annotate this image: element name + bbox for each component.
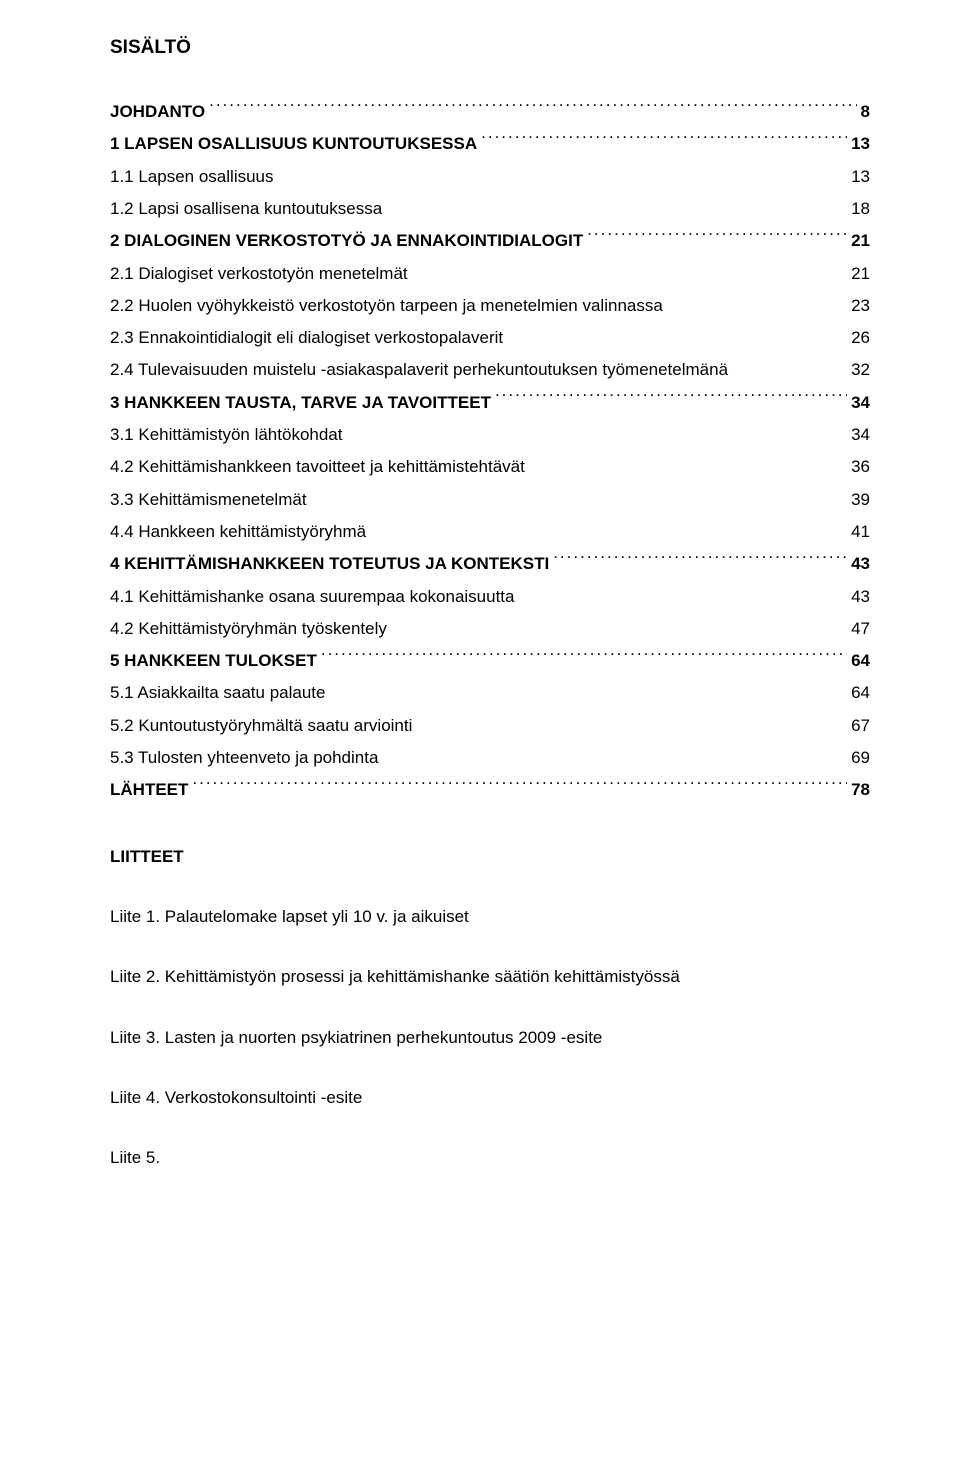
toc-entry-text: JOHDANTO	[110, 96, 205, 128]
toc-entry-page: 18	[851, 193, 870, 225]
toc-entry-text: 5 HANKKEEN TULOKSET	[110, 645, 317, 677]
attachment-line: Liite 4. Verkostokonsultointi -esite	[110, 1082, 870, 1114]
toc-row: 2.2 Huolen vyöhykkeistö verkostotyön tar…	[110, 290, 870, 322]
attachment-line: Liite 2. Kehittämistyön prosessi ja kehi…	[110, 961, 870, 993]
toc-entry-page: 26	[851, 322, 870, 354]
toc-entry-page: 13	[851, 161, 870, 193]
toc-entry-text: 3 HANKKEEN TAUSTA, TARVE JA TAVOITTEET	[110, 387, 491, 419]
toc-row: 2 DIALOGINEN VERKOSTOTYÖ JA ENNAKOINTIDI…	[110, 225, 870, 257]
toc-entry-page: 47	[851, 613, 870, 645]
toc-row: 5.2 Kuntoutustyöryhmältä saatu arviointi…	[110, 710, 870, 742]
toc-entry-page: 64	[851, 677, 870, 709]
toc-row: 4 KEHITTÄMISHANKKEEN TOTEUTUS JA KONTEKS…	[110, 548, 870, 580]
toc-row: 5 HANKKEEN TULOKSET 64	[110, 645, 870, 677]
toc-entry-text: 4.1 Kehittämishanke osana suurempaa koko…	[110, 581, 514, 613]
toc-row: 4.2 Kehittämistyöryhmän työskentely 47	[110, 613, 870, 645]
toc-entry-text: 2 DIALOGINEN VERKOSTOTYÖ JA ENNAKOINTIDI…	[110, 225, 583, 257]
toc-entry-text: 5.3 Tulosten yhteenveto ja pohdinta	[110, 742, 378, 774]
toc-entry-text: 5.2 Kuntoutustyöryhmältä saatu arviointi	[110, 710, 412, 742]
toc-entry-text: 5.1 Asiakkailta saatu palaute	[110, 677, 325, 709]
toc-row: 2.3 Ennakointidialogit eli dialogiset ve…	[110, 322, 870, 354]
toc-entry-page: 36	[851, 451, 870, 483]
toc-entry-text: 2.4 Tulevaisuuden muistelu -asiakaspalav…	[110, 354, 728, 386]
toc-entry-page: 34	[851, 419, 870, 451]
toc-row: 1.1 Lapsen osallisuus 13	[110, 161, 870, 193]
toc-row: 1.2 Lapsi osallisena kuntoutuksessa 18	[110, 193, 870, 225]
attachment-line: Liite 1. Palautelomake lapset yli 10 v. …	[110, 901, 870, 933]
toc-entry-page: 21	[851, 225, 870, 257]
toc-row: 5.3 Tulosten yhteenveto ja pohdinta 69	[110, 742, 870, 774]
toc-leader-dots	[587, 226, 847, 246]
attachments-list: Liite 1. Palautelomake lapset yli 10 v. …	[110, 901, 870, 1174]
toc-entry-text: 4.2 Kehittämishankkeen tavoitteet ja keh…	[110, 451, 525, 483]
toc-entry-page: 69	[851, 742, 870, 774]
toc-entry-text: 2.1 Dialogiset verkostotyön menetelmät	[110, 258, 408, 290]
toc-entry-text: 4.2 Kehittämistyöryhmän työskentely	[110, 613, 387, 645]
toc-row: 3.3 Kehittämismenetelmät 39	[110, 484, 870, 516]
toc-entry-page: 67	[851, 710, 870, 742]
toc-row: 4.4 Hankkeen kehittämistyöryhmä 41	[110, 516, 870, 548]
toc-entry-text: 3.1 Kehittämistyön lähtökohdat	[110, 419, 342, 451]
toc-entry-text: 4 KEHITTÄMISHANKKEEN TOTEUTUS JA KONTEKS…	[110, 548, 549, 580]
toc-row: LÄHTEET 78	[110, 774, 870, 806]
toc-entry-text: 2.2 Huolen vyöhykkeistö verkostotyön tar…	[110, 290, 663, 322]
toc-entry-page: 41	[851, 516, 870, 548]
toc-entry-page: 21	[851, 258, 870, 290]
toc-row: 4.2 Kehittämishankkeen tavoitteet ja keh…	[110, 451, 870, 483]
toc-row: 1 LAPSEN OSALLISUUS KUNTOUTUKSESSA 13	[110, 128, 870, 160]
toc-row: JOHDANTO 8	[110, 96, 870, 128]
toc-entry-page: 43	[851, 548, 870, 580]
toc-entry-page: 13	[851, 128, 870, 160]
toc-row: 2.4 Tulevaisuuden muistelu -asiakaspalav…	[110, 354, 870, 386]
toc-entry-page: 39	[851, 484, 870, 516]
toc-entry-page: 8	[861, 96, 870, 128]
toc-entry-page: 43	[851, 581, 870, 613]
toc-row: 3.1 Kehittämistyön lähtökohdat 34	[110, 419, 870, 451]
toc-entry-text: 3.3 Kehittämismenetelmät	[110, 484, 307, 516]
toc-leader-dots	[481, 129, 847, 149]
toc-entry-text: 4.4 Hankkeen kehittämistyöryhmä	[110, 516, 366, 548]
toc-entry-text: 2.3 Ennakointidialogit eli dialogiset ve…	[110, 322, 503, 354]
toc-leader-dots	[321, 646, 847, 666]
toc-leader-dots	[192, 775, 847, 795]
attachments-title: LIITTEET	[110, 841, 870, 873]
toc-row: 5.1 Asiakkailta saatu palaute 64	[110, 677, 870, 709]
toc-entry-page: 32	[851, 354, 870, 386]
toc-entry-text: 1.1 Lapsen osallisuus	[110, 161, 274, 193]
page-title: SISÄLTÖ	[110, 30, 870, 66]
toc-entry-page: 78	[851, 774, 870, 806]
toc-entry-page: 34	[851, 387, 870, 419]
toc-row: 3 HANKKEEN TAUSTA, TARVE JA TAVOITTEET 34	[110, 387, 870, 419]
attachment-line: Liite 5.	[110, 1142, 870, 1174]
toc-entry-text: LÄHTEET	[110, 774, 188, 806]
toc-entry-text: 1.2 Lapsi osallisena kuntoutuksessa	[110, 193, 382, 225]
toc-entry-text: 1 LAPSEN OSALLISUUS KUNTOUTUKSESSA	[110, 128, 477, 160]
table-of-contents: JOHDANTO81 LAPSEN OSALLISUUS KUNTOUTUKSE…	[110, 96, 870, 807]
toc-leader-dots	[553, 549, 847, 569]
toc-entry-page: 64	[851, 645, 870, 677]
toc-row: 4.1 Kehittämishanke osana suurempaa koko…	[110, 581, 870, 613]
toc-leader-dots	[209, 97, 856, 117]
toc-entry-page: 23	[851, 290, 870, 322]
toc-row: 2.1 Dialogiset verkostotyön menetelmät 21	[110, 258, 870, 290]
toc-leader-dots	[495, 387, 847, 407]
attachment-line: Liite 3. Lasten ja nuorten psykiatrinen …	[110, 1022, 870, 1054]
